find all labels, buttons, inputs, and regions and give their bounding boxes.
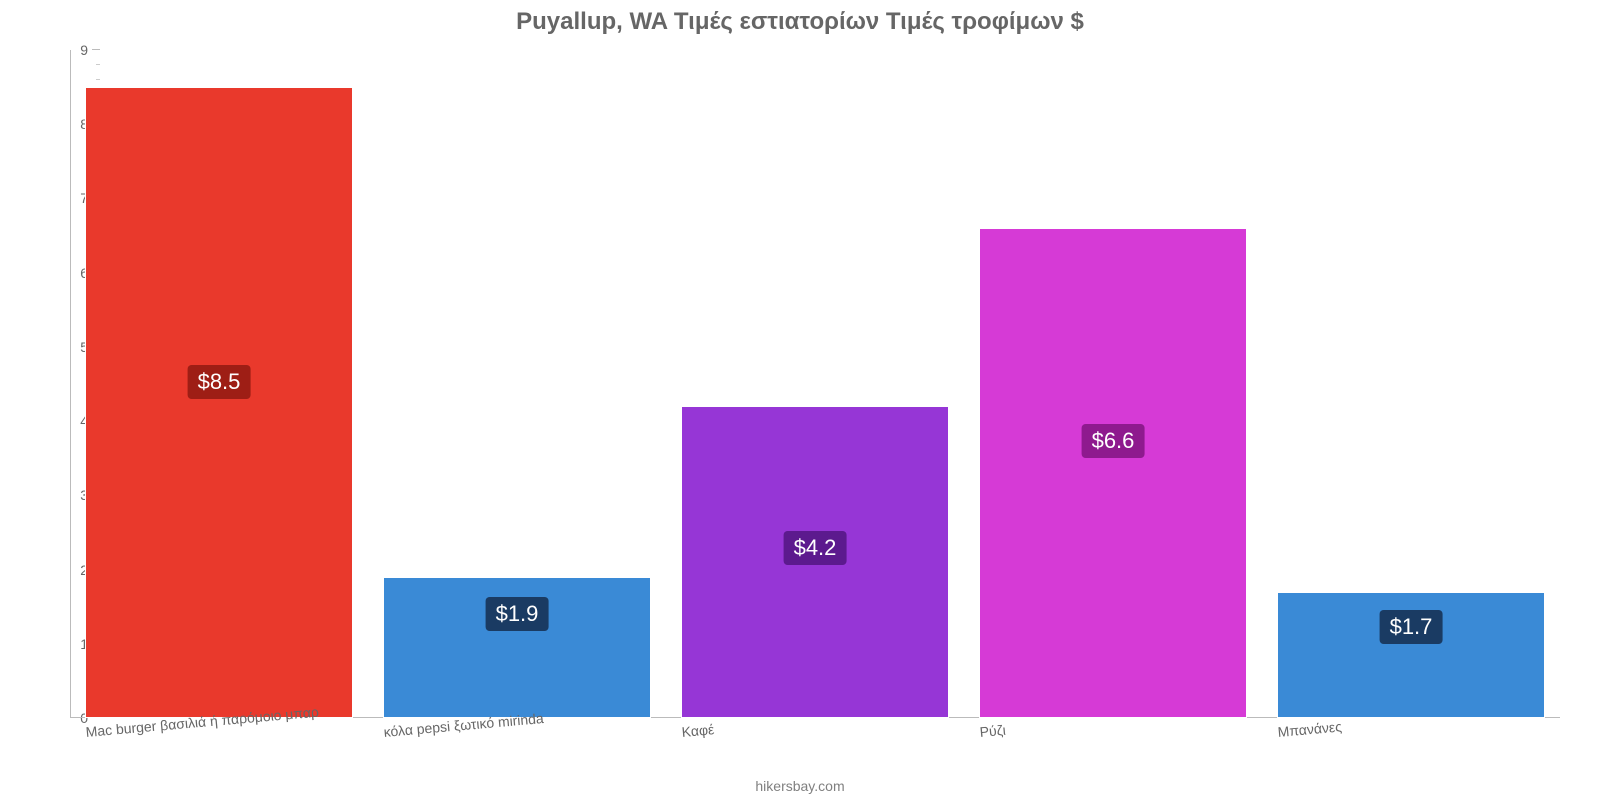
bar-slot: $1.7 (1262, 50, 1560, 718)
bar-slot: $1.9 (368, 50, 666, 718)
bar: $6.6 (979, 228, 1247, 718)
xlabel: Καφέ (681, 721, 715, 740)
chart-title: Puyallup, WA Τιμές εστιατορίων Τιμές τρο… (0, 8, 1600, 36)
xlabel-slot: Μπανάνες (1262, 718, 1560, 778)
plot-inner: $8.5 $1.9 $4.2 $6.6 $1.7 (70, 50, 1560, 718)
bar-slot: $8.5 (70, 50, 368, 718)
value-badge: $1.9 (486, 597, 549, 631)
plot-area: 0123456789 $8.5$1.9$4.2$6.6$1.7 Mac burg… (70, 40, 1560, 778)
xlabel: Μπανάνες (1277, 718, 1342, 740)
x-labels: Mac burger βασιλιά ή παρόμοιο μπαρκόλα p… (70, 718, 1560, 778)
xlabel: Ρύζι (979, 722, 1006, 740)
value-badge: $1.7 (1380, 610, 1443, 644)
bar: $1.7 (1277, 592, 1545, 718)
attribution-text: hikersbay.com (0, 778, 1600, 800)
value-badge: $6.6 (1082, 424, 1145, 458)
bars-container: $8.5 $1.9 $4.2 $6.6 $1.7 (70, 50, 1560, 718)
value-badge: $4.2 (784, 531, 847, 565)
xlabel-slot: Ρύζι (964, 718, 1262, 778)
xlabel-slot: Καφέ (666, 718, 964, 778)
bar: $8.5 (85, 87, 353, 718)
bar-chart: Puyallup, WA Τιμές εστιατορίων Τιμές τρο… (0, 0, 1600, 800)
bar-slot: $6.6 (964, 50, 1262, 718)
xlabel-slot: Mac burger βασιλιά ή παρόμοιο μπαρ (70, 718, 368, 778)
xlabel-slot: κόλα pepsi ξωτικό mirinda (368, 718, 666, 778)
bar: $4.2 (681, 406, 949, 718)
bar: $1.9 (383, 577, 651, 718)
value-badge: $8.5 (188, 365, 251, 399)
bar-slot: $4.2 (666, 50, 964, 718)
